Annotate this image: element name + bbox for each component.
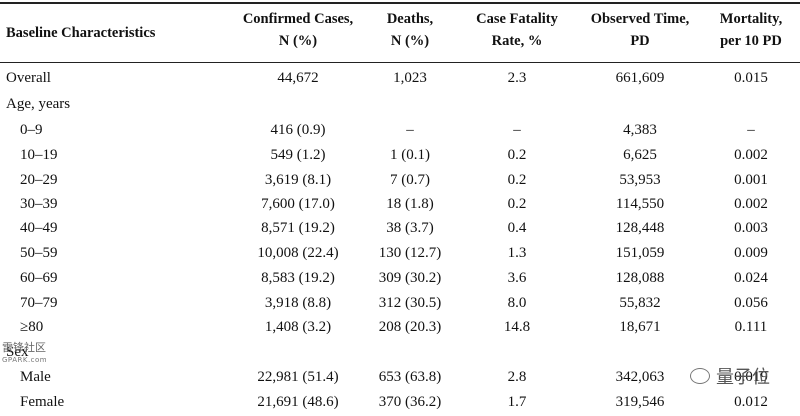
cell-deaths: 653 (63.8) <box>378 369 442 385</box>
cell-observed-time: 55,832 <box>619 295 661 311</box>
cell-case-fatality-rate: 0.4 <box>507 220 527 236</box>
wechat-icon <box>690 368 710 384</box>
cell-confirmed-cases: 8,583 (19.2) <box>261 270 335 286</box>
cell-case-fatality-rate: 0.2 <box>507 147 527 163</box>
row-label: 0–9 <box>20 122 43 138</box>
header-observed-time: Observed Time, PD <box>590 11 690 49</box>
cell-confirmed-cases: 44,672 <box>277 70 319 86</box>
section-label-sex: Sex <box>6 344 29 360</box>
cell-mortality: 0.012 <box>734 394 768 410</box>
cell-observed-time: 18,671 <box>619 319 661 335</box>
cell-confirmed-cases: 8,571 (19.2) <box>261 220 335 236</box>
cell-mortality: 0.001 <box>734 172 768 188</box>
cell-confirmed-cases: 7,600 (17.0) <box>261 196 335 212</box>
cell-confirmed-cases: 549 (1.2) <box>270 147 326 163</box>
header-confirmed-cases: Confirmed Cases, N (%) <box>242 11 354 49</box>
cell-confirmed-cases: 416 (0.9) <box>270 122 326 138</box>
watermark-left-sub: GPARK.com <box>2 356 48 364</box>
header-case-fatality-rate: Case Fatality Rate, % <box>476 11 558 49</box>
header-deaths: Deaths, N (%) <box>386 11 434 49</box>
cell-observed-time: 4,383 <box>623 122 657 138</box>
cell-deaths: 38 (3.7) <box>386 220 434 236</box>
cell-deaths: 312 (30.5) <box>378 295 442 311</box>
cell-deaths: 208 (20.3) <box>378 319 442 335</box>
cell-case-fatality-rate: 3.6 <box>507 270 527 286</box>
row-label: Overall <box>6 70 51 86</box>
cell-deaths: 18 (1.8) <box>386 196 434 212</box>
row-label: 30–39 <box>20 196 58 212</box>
cell-mortality: 0.009 <box>734 245 768 261</box>
cell-deaths: 1 (0.1) <box>390 147 430 163</box>
cell-case-fatality-rate: 1.7 <box>507 394 527 410</box>
header-mortality: Mortality, per 10 PD <box>719 11 783 49</box>
row-label: Male <box>20 369 51 385</box>
cell-deaths: 1,023 <box>393 70 427 86</box>
row-label: 60–69 <box>20 270 58 286</box>
cell-case-fatality-rate: 14.8 <box>503 319 531 335</box>
row-label: 10–19 <box>20 147 58 163</box>
cell-mortality: 0.002 <box>734 196 768 212</box>
watermark-right-text: 量子位 <box>716 367 770 388</box>
cell-mortality: 0.024 <box>734 270 768 286</box>
cell-case-fatality-rate: 1.3 <box>507 245 527 261</box>
watermark-right: 量子位 <box>690 368 770 388</box>
cell-deaths: 370 (36.2) <box>378 394 442 410</box>
cell-case-fatality-rate: 0.2 <box>507 196 527 212</box>
cell-observed-time: 114,550 <box>615 196 665 212</box>
cell-mortality: 0.111 <box>734 319 768 335</box>
cell-case-fatality-rate: 2.3 <box>507 70 527 86</box>
header-baseline-characteristics: Baseline Characteristics <box>6 25 156 41</box>
cell-confirmed-cases: 3,918 (8.8) <box>264 295 332 311</box>
row-label: 50–59 <box>20 245 58 261</box>
cell-case-fatality-rate: 8.0 <box>507 295 527 311</box>
cell-mortality: 0.003 <box>734 220 768 236</box>
cell-confirmed-cases: 10,008 (22.4) <box>257 245 339 261</box>
cell-observed-time: 151,059 <box>615 245 665 261</box>
cell-mortality: – <box>747 122 755 138</box>
cell-confirmed-cases: 22,981 (51.4) <box>257 369 339 385</box>
table-top-rule <box>0 2 800 4</box>
watermark-left: 雷锋社区 GPARK.com <box>2 342 62 366</box>
cell-mortality: 0.002 <box>734 147 768 163</box>
cell-mortality: 0.015 <box>734 70 768 86</box>
row-label: 20–29 <box>20 172 58 188</box>
cell-deaths: 7 (0.7) <box>390 172 430 188</box>
cell-case-fatality-rate: 2.8 <box>507 369 527 385</box>
cell-deaths: 309 (30.2) <box>378 270 442 286</box>
row-label: Female <box>20 394 65 410</box>
row-label: 40–49 <box>20 220 58 236</box>
header-rule <box>0 62 800 63</box>
cell-observed-time: 6,625 <box>623 147 657 163</box>
cell-deaths: 130 (12.7) <box>378 245 442 261</box>
cell-confirmed-cases: 21,691 (48.6) <box>257 394 339 410</box>
cell-case-fatality-rate: – <box>513 122 521 138</box>
row-label: ≥80 <box>20 319 44 335</box>
cell-mortality: 0.056 <box>734 295 768 311</box>
cell-deaths: – <box>406 122 414 138</box>
cell-mortality: 0.019 <box>734 369 768 385</box>
watermark-left-main: 雷锋社区 <box>2 341 46 354</box>
cell-confirmed-cases: 3,619 (8.1) <box>264 172 332 188</box>
cell-confirmed-cases: 1,408 (3.2) <box>264 319 332 335</box>
cell-observed-time: 342,063 <box>615 369 665 385</box>
cell-observed-time: 128,448 <box>615 220 665 236</box>
section-label-age: Age, years <box>6 96 71 112</box>
row-label: 70–79 <box>20 295 58 311</box>
cell-observed-time: 128,088 <box>615 270 665 286</box>
cell-observed-time: 53,953 <box>619 172 661 188</box>
cell-case-fatality-rate: 0.2 <box>507 172 527 188</box>
cell-observed-time: 319,546 <box>615 394 665 410</box>
cell-observed-time: 661,609 <box>615 70 665 86</box>
